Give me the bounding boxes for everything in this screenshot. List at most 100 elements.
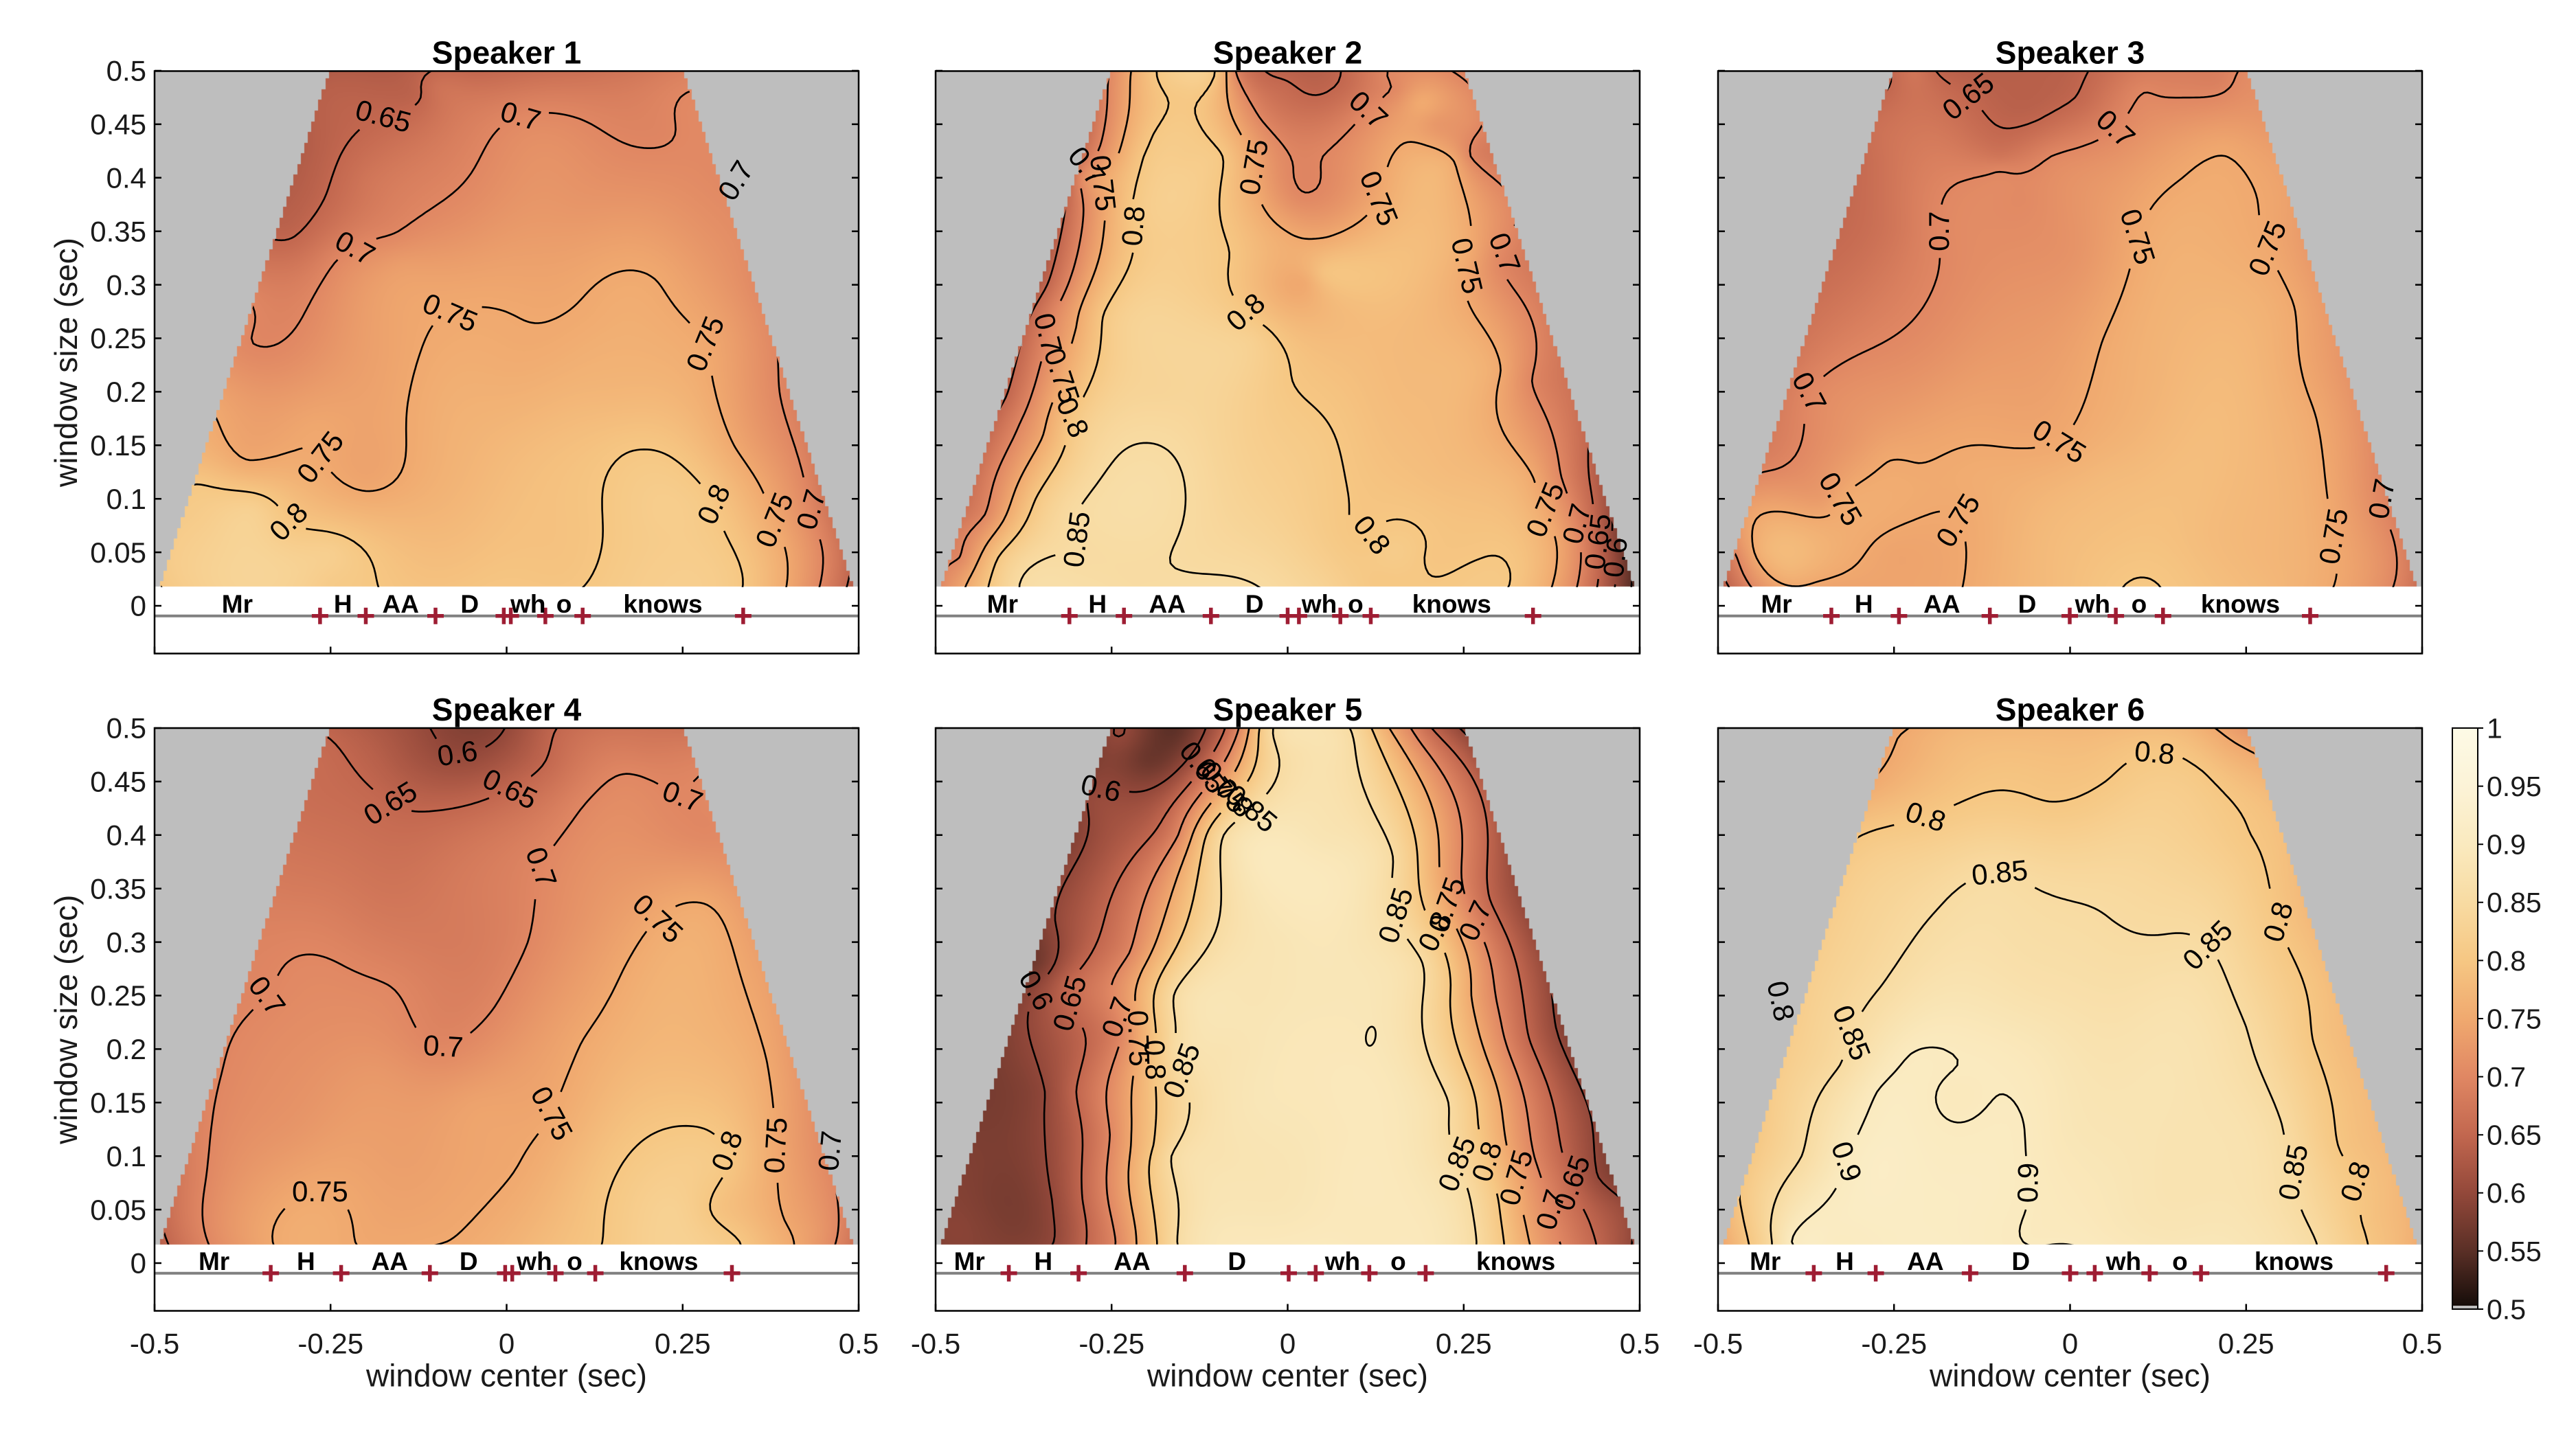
svg-text:0.75: 0.75	[290, 425, 350, 489]
svg-text:AA: AA	[1907, 1247, 1943, 1275]
svg-text:0: 0	[499, 1328, 515, 1360]
svg-text:0.7: 0.7	[2487, 1061, 2526, 1093]
svg-text:0.85: 0.85	[2176, 914, 2239, 976]
svg-text:0.8: 0.8	[1116, 205, 1151, 247]
svg-text:AA: AA	[372, 1247, 408, 1275]
svg-text:-0.25: -0.25	[1078, 1328, 1144, 1360]
svg-text:Mr: Mr	[222, 590, 253, 618]
svg-text:0.8: 0.8	[690, 479, 736, 530]
svg-text:0.8: 0.8	[2133, 735, 2176, 771]
svg-text:Mr: Mr	[1750, 1247, 1781, 1275]
svg-text:H: H	[1034, 1247, 1052, 1275]
svg-text:window center (sec): window center (sec)	[1929, 1358, 2211, 1394]
svg-text:0.85: 0.85	[1827, 1001, 1877, 1065]
svg-text:0.8: 0.8	[263, 496, 314, 547]
svg-text:0.4: 0.4	[106, 162, 146, 194]
svg-text:AA: AA	[1149, 590, 1185, 618]
svg-text:0.1: 0.1	[106, 483, 146, 515]
svg-text:0.75: 0.75	[1084, 153, 1122, 212]
svg-text:0.75: 0.75	[1445, 235, 1489, 297]
svg-text:Speaker 1: Speaker 1	[432, 35, 581, 71]
svg-text:0.45: 0.45	[90, 109, 146, 141]
svg-text:0.75: 0.75	[2487, 1003, 2542, 1034]
svg-text:0.85: 0.85	[1970, 854, 2029, 892]
svg-text:0.9: 0.9	[2011, 1163, 2044, 1203]
svg-text:D: D	[460, 1247, 478, 1275]
svg-text:wh: wh	[510, 590, 545, 618]
svg-text:Mr: Mr	[954, 1247, 985, 1275]
svg-text:Mr: Mr	[987, 590, 1018, 618]
svg-text:0.4: 0.4	[106, 819, 146, 852]
svg-text:H: H	[297, 1247, 315, 1275]
svg-text:0.35: 0.35	[90, 872, 146, 905]
svg-text:Mr: Mr	[1761, 590, 1792, 618]
svg-text:0: 0	[1280, 1328, 1296, 1360]
svg-text:H: H	[1855, 590, 1873, 618]
svg-text:0.75: 0.75	[1930, 488, 1987, 552]
svg-text:wh: wh	[2105, 1247, 2141, 1275]
svg-text:0: 0	[2062, 1328, 2078, 1360]
svg-text:0.75: 0.75	[524, 1081, 579, 1146]
svg-text:knows: knows	[2201, 590, 2280, 618]
svg-text:0.75: 0.75	[626, 887, 690, 949]
svg-text:0.65: 0.65	[1578, 512, 1616, 571]
svg-text:wh: wh	[1301, 590, 1337, 618]
svg-text:o: o	[2172, 1247, 2188, 1275]
svg-text:0.7: 0.7	[1482, 228, 1527, 277]
svg-text:window size (sec): window size (sec)	[48, 895, 84, 1145]
svg-text:0.5: 0.5	[839, 1328, 879, 1360]
svg-text:0.3: 0.3	[106, 269, 146, 301]
svg-text:0.85: 0.85	[1057, 510, 1096, 569]
svg-text:0.6: 0.6	[2487, 1177, 2526, 1209]
svg-text:0.7: 0.7	[330, 224, 381, 271]
svg-text:0.25: 0.25	[2218, 1328, 2274, 1360]
svg-text:0.65: 0.65	[1936, 66, 2000, 126]
svg-text:0.75: 0.75	[2027, 413, 2092, 470]
svg-text:0.2: 0.2	[106, 1033, 146, 1065]
svg-text:0.8: 0.8	[1347, 509, 1397, 560]
svg-text:0.75: 0.75	[1233, 137, 1274, 198]
svg-text:0.75: 0.75	[1122, 1010, 1156, 1067]
svg-text:0.25: 0.25	[90, 322, 146, 354]
svg-text:0.65: 0.65	[352, 93, 415, 139]
svg-text:knows: knows	[2255, 1247, 2334, 1275]
svg-text:0.5: 0.5	[106, 712, 146, 745]
svg-text:H: H	[1835, 1247, 1854, 1275]
svg-text:0.7: 0.7	[790, 486, 832, 533]
svg-text:o: o	[556, 590, 572, 618]
svg-text:-0.5: -0.5	[911, 1328, 960, 1360]
svg-text:window size (sec): window size (sec)	[48, 238, 84, 488]
svg-text:0.75: 0.75	[2313, 506, 2354, 567]
svg-text:0.9: 0.9	[2487, 829, 2526, 861]
svg-text:o: o	[2132, 590, 2147, 618]
svg-text:wh: wh	[516, 1247, 552, 1275]
svg-text:0.45: 0.45	[90, 766, 146, 798]
svg-text:wh: wh	[1324, 1247, 1360, 1275]
svg-text:Speaker 4: Speaker 4	[432, 692, 582, 727]
svg-text:Speaker 3: Speaker 3	[1996, 35, 2145, 71]
svg-text:o: o	[1390, 1247, 1406, 1275]
svg-text:0.8: 0.8	[2487, 945, 2526, 977]
svg-text:D: D	[460, 590, 479, 618]
svg-text:AA: AA	[382, 590, 418, 618]
svg-text:0.2: 0.2	[106, 376, 146, 408]
svg-text:0.7: 0.7	[658, 774, 707, 818]
svg-text:wh: wh	[2075, 590, 2110, 618]
svg-text:0.75: 0.75	[2242, 216, 2293, 280]
svg-text:H: H	[334, 590, 352, 618]
svg-text:0.75: 0.75	[1813, 466, 1869, 531]
svg-text:o: o	[567, 1247, 583, 1275]
svg-text:0.05: 0.05	[90, 1194, 146, 1226]
svg-text:0.65: 0.65	[358, 775, 422, 832]
svg-text:1: 1	[2487, 712, 2502, 744]
svg-text:-0.25: -0.25	[297, 1328, 363, 1360]
svg-text:0.75: 0.75	[758, 1116, 793, 1174]
svg-text:D: D	[2018, 590, 2037, 618]
svg-text:AA: AA	[1114, 1247, 1150, 1275]
svg-text:0.8: 0.8	[1901, 795, 1950, 838]
svg-text:window center (sec): window center (sec)	[365, 1358, 647, 1394]
svg-text:0.5: 0.5	[2487, 1293, 2526, 1325]
svg-text:0.25: 0.25	[90, 979, 146, 1012]
svg-text:0.8: 0.8	[1138, 1039, 1172, 1080]
svg-text:D: D	[1245, 590, 1264, 618]
